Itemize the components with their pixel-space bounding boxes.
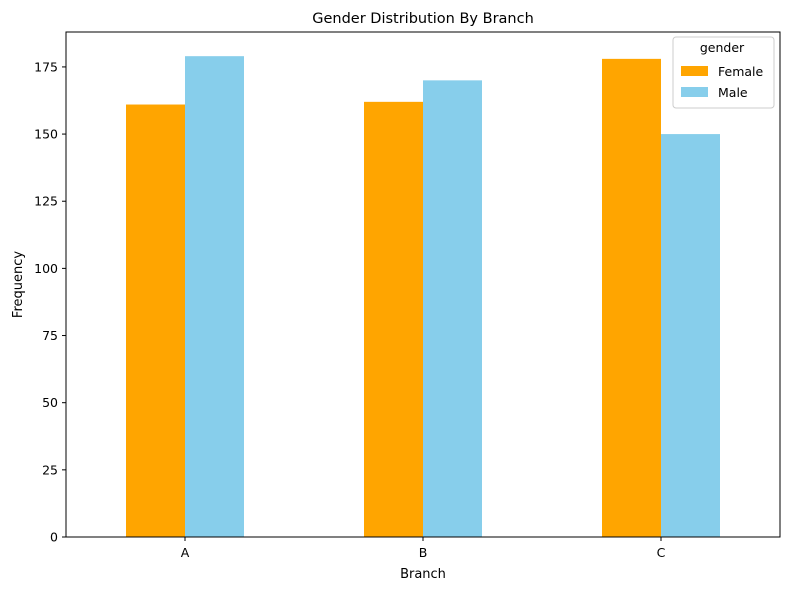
plot-frame bbox=[65, 31, 781, 538]
y-tick-label: 0 bbox=[50, 530, 58, 545]
y-tick-label: 75 bbox=[42, 328, 58, 343]
x-tick-label: B bbox=[419, 545, 428, 560]
x-tick-label: C bbox=[657, 545, 666, 560]
bar-male-c bbox=[661, 134, 720, 537]
legend-label-male: Male bbox=[718, 85, 748, 100]
y-axis-ticks: 0 25 50 75 100 125 150 175 bbox=[34, 59, 66, 545]
legend-label-female: Female bbox=[718, 64, 764, 79]
x-axis-ticks: A B C bbox=[181, 537, 666, 560]
bar-female-a bbox=[126, 104, 185, 537]
y-tick-label: 50 bbox=[42, 395, 58, 410]
y-tick-label: 100 bbox=[34, 261, 58, 276]
bar-female-c bbox=[602, 58, 661, 538]
y-tick-label: 125 bbox=[34, 194, 58, 209]
x-tick-label: A bbox=[181, 545, 190, 560]
legend-title: gender bbox=[700, 40, 745, 55]
legend-swatch-female bbox=[681, 66, 708, 76]
legend-items: Female Male bbox=[681, 64, 764, 100]
y-tick-label: 175 bbox=[34, 59, 58, 74]
chart-title: Gender Distribution By Branch bbox=[312, 11, 534, 27]
y-tick-label: 25 bbox=[42, 462, 58, 477]
y-tick-label: 150 bbox=[34, 127, 58, 142]
y-axis-label: Frequency bbox=[11, 251, 26, 318]
bar-female-b bbox=[364, 101, 423, 537]
x-axis-label: Branch bbox=[400, 567, 446, 582]
legend-swatch-male bbox=[681, 87, 708, 97]
bars bbox=[126, 56, 720, 538]
bar-male-b bbox=[423, 80, 482, 537]
legend: gender Female Male bbox=[672, 36, 775, 109]
bar-male-a bbox=[185, 56, 244, 537]
